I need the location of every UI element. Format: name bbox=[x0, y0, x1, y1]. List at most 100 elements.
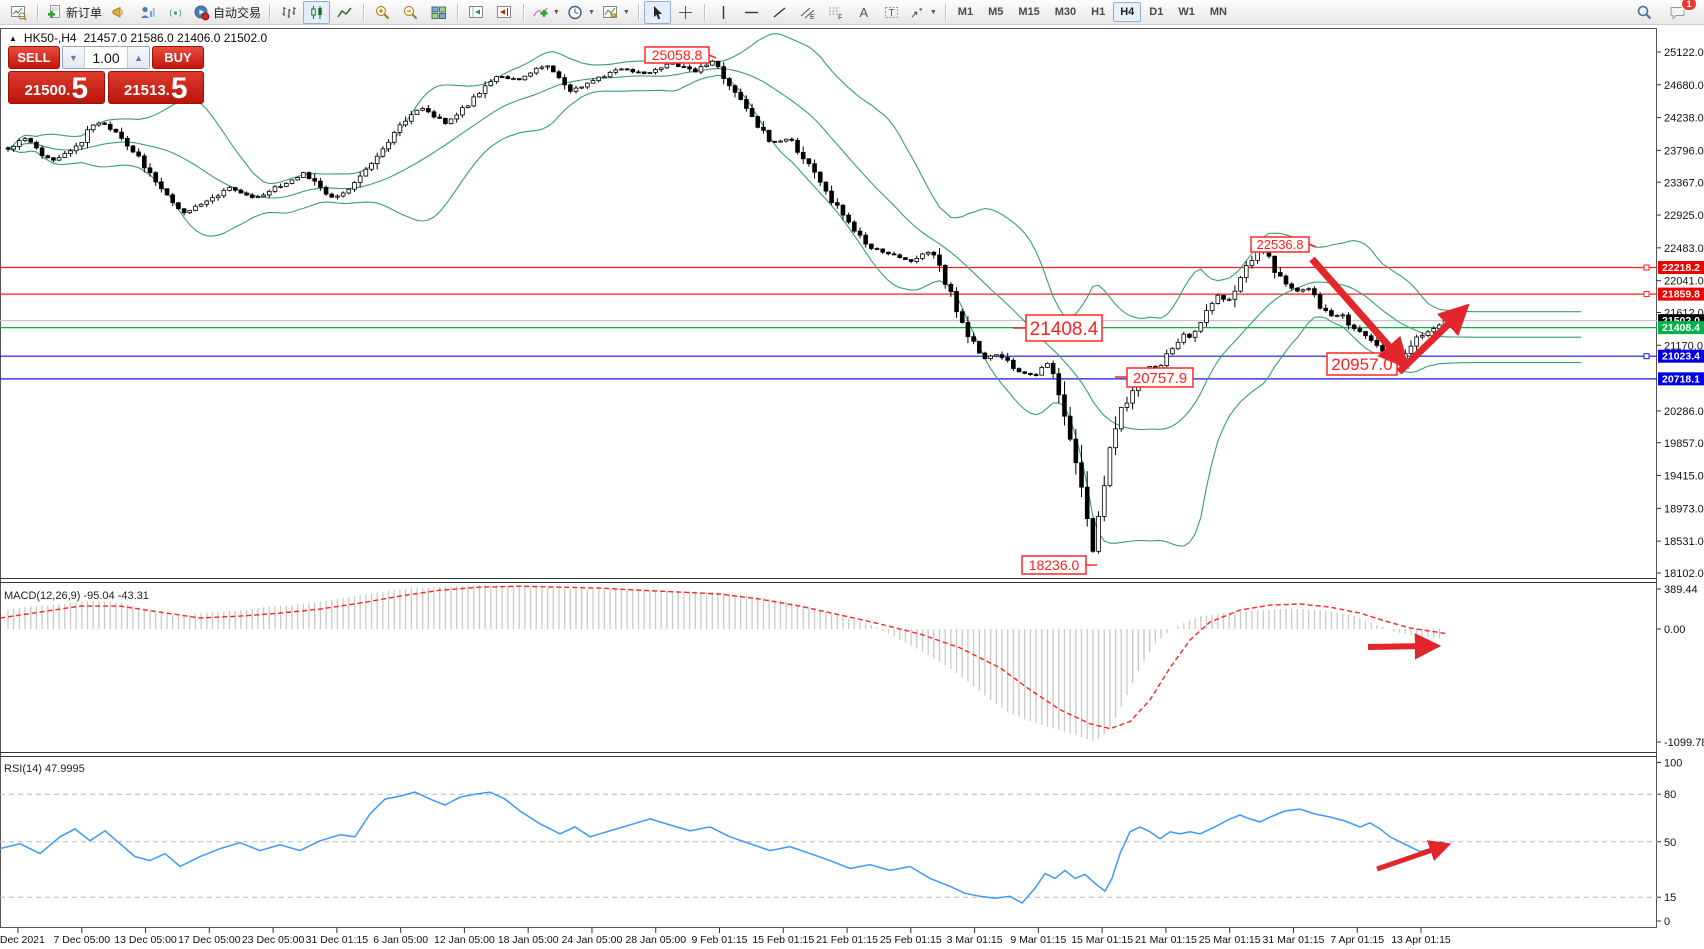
main-toolbar: 新订单 自动交易 ▼ ▼ ▼ E F A T ▼ M1 M5 M15 M30 H1 H4 D… bbox=[0, 0, 1704, 25]
candlestick-icon bbox=[311, 5, 322, 19]
red-arrow[interactable] bbox=[1309, 256, 1410, 370]
svg-text:19415.0: 19415.0 bbox=[1664, 471, 1704, 483]
annotation-20757.9[interactable]: 20757.9 bbox=[1115, 367, 1194, 388]
red-arrow[interactable] bbox=[1396, 303, 1470, 375]
svg-text:-1099.78: -1099.78 bbox=[1664, 737, 1704, 749]
equidistant-channel-tool[interactable]: E bbox=[794, 1, 821, 24]
zoom-out-button[interactable] bbox=[397, 1, 424, 24]
line-chart-type-button[interactable] bbox=[331, 1, 358, 24]
trendline-icon bbox=[773, 6, 786, 18]
timeframe-M1[interactable]: M1 bbox=[957, 6, 974, 18]
sell-button[interactable]: SELL bbox=[8, 46, 60, 69]
rsi-pane bbox=[0, 791, 1657, 905]
new-order-button[interactable]: 新订单 bbox=[43, 1, 105, 24]
buy-button[interactable]: BUY bbox=[152, 46, 204, 69]
search-button[interactable] bbox=[1631, 1, 1658, 24]
template-icon bbox=[602, 5, 617, 18]
dropdown-caret: ▼ bbox=[929, 8, 937, 16]
svg-text:20286.0: 20286.0 bbox=[1664, 406, 1704, 418]
volume-increase-button[interactable]: ▲ bbox=[127, 47, 149, 68]
clock-icon bbox=[568, 5, 582, 19]
separator bbox=[269, 3, 271, 21]
text-label-tool[interactable]: T bbox=[878, 1, 905, 24]
svg-text:25 Mar 01:15: 25 Mar 01:15 bbox=[1199, 934, 1261, 946]
profile-button[interactable] bbox=[134, 1, 161, 24]
zoom-in-button[interactable] bbox=[369, 1, 396, 24]
vertical-line-tool[interactable] bbox=[710, 1, 737, 24]
cursor-icon bbox=[653, 5, 662, 19]
timeframe-W1[interactable]: W1 bbox=[1178, 6, 1195, 18]
zoom-out-icon bbox=[404, 5, 418, 19]
volume-value[interactable]: 1.00 bbox=[92, 49, 120, 66]
chat-button[interactable]: 1 bbox=[1664, 0, 1697, 24]
bar-chart-type-button[interactable] bbox=[275, 1, 302, 24]
svg-text:18973.0: 18973.0 bbox=[1664, 503, 1704, 515]
svg-text:15 Mar 01:15: 15 Mar 01:15 bbox=[1071, 934, 1133, 946]
timeframe-MN[interactable]: MN bbox=[1209, 6, 1227, 18]
red-arrow[interactable] bbox=[1367, 633, 1442, 660]
bid-price-box[interactable]: 21500. 5 bbox=[8, 71, 105, 104]
signal-button[interactable] bbox=[162, 1, 189, 24]
crosshair-tool-button[interactable] bbox=[672, 1, 699, 24]
publisher-button[interactable] bbox=[106, 1, 133, 24]
annotation-22536.8[interactable]: 22536.8 bbox=[1250, 236, 1317, 253]
hline-handle[interactable] bbox=[1643, 353, 1650, 360]
bollinger-upper bbox=[7, 33, 1582, 319]
auto-scroll-button[interactable] bbox=[491, 1, 518, 24]
ohlc-values: 21457.0 21586.0 21406.0 21502.0 bbox=[83, 31, 268, 45]
svg-text:23 Dec 05:00: 23 Dec 05:00 bbox=[242, 934, 305, 946]
chart-shift-button[interactable] bbox=[463, 1, 490, 24]
annotation-18236.0[interactable]: 18236.0 bbox=[1021, 555, 1097, 575]
timeframe-M5[interactable]: M5 bbox=[988, 6, 1004, 18]
horizontal-line-tool[interactable] bbox=[738, 1, 765, 24]
fibonacci-tool[interactable]: F bbox=[822, 1, 849, 24]
arrows-tool[interactable]: ▼ bbox=[906, 1, 940, 24]
horn-icon bbox=[112, 6, 124, 18]
annotation-25058.8[interactable]: 25058.8 bbox=[644, 46, 717, 64]
svg-text:24 Jan 05:00: 24 Jan 05:00 bbox=[562, 934, 623, 946]
tile-windows-button[interactable] bbox=[425, 1, 452, 24]
svg-text:21023.4: 21023.4 bbox=[1662, 351, 1700, 363]
cursor-tool-button[interactable] bbox=[643, 0, 671, 24]
timeframe-D1[interactable]: D1 bbox=[1149, 6, 1164, 18]
red-arrow[interactable] bbox=[1376, 840, 1452, 872]
text-label-icon: T bbox=[884, 6, 898, 19]
candles bbox=[5, 59, 1448, 554]
line-chart-icon bbox=[337, 7, 352, 17]
candlestick-type-button[interactable] bbox=[303, 0, 331, 24]
svg-text:25 Feb 01:15: 25 Feb 01:15 bbox=[880, 934, 942, 946]
svg-text:15: 15 bbox=[1664, 892, 1676, 904]
price-badge-20718.1 bbox=[1658, 372, 1704, 386]
timeframe-H1[interactable]: H1 bbox=[1091, 6, 1106, 18]
timeframe-M30[interactable]: M30 bbox=[1054, 6, 1077, 18]
templates-button[interactable]: ▼ bbox=[599, 1, 633, 24]
bollinger-middle bbox=[7, 67, 1582, 431]
zoom-in-icon bbox=[376, 5, 390, 19]
annotation-21408.4[interactable]: 21408.4 bbox=[1013, 314, 1103, 342]
separator bbox=[637, 3, 639, 21]
autotrade-button[interactable]: 自动交易 bbox=[190, 1, 264, 24]
new-chart-button[interactable] bbox=[5, 1, 32, 24]
new-order-label: 新订单 bbox=[66, 5, 103, 20]
trendline-tool[interactable] bbox=[766, 1, 793, 24]
periods-button[interactable]: ▼ bbox=[564, 1, 598, 24]
text-icon: A bbox=[859, 5, 868, 20]
svg-text:25058.8: 25058.8 bbox=[652, 47, 703, 63]
svg-text:20757.9: 20757.9 bbox=[1133, 370, 1187, 387]
svg-text:21 Feb 01:15: 21 Feb 01:15 bbox=[816, 934, 878, 946]
ask-price-box[interactable]: 21513. 5 bbox=[107, 71, 204, 104]
timeframe-M15[interactable]: M15 bbox=[1018, 6, 1040, 18]
hline-handle[interactable] bbox=[1643, 264, 1650, 271]
svg-text:7 Dec 05:00: 7 Dec 05:00 bbox=[53, 934, 110, 946]
volume-decrease-button[interactable]: ▼ bbox=[63, 47, 85, 68]
collapse-panel-icon[interactable]: ▲ bbox=[9, 33, 17, 43]
indicators-button[interactable]: ▼ bbox=[529, 1, 563, 24]
hline-handle[interactable] bbox=[1643, 291, 1650, 298]
chart-frame bbox=[0, 28, 1657, 928]
ask-price-main: 21513. bbox=[123, 82, 170, 99]
svg-text:22925.0: 22925.0 bbox=[1664, 210, 1704, 222]
bid-price-main: 21500. bbox=[24, 82, 71, 99]
text-tool[interactable]: A bbox=[850, 1, 877, 24]
timeframe-H4[interactable]: H4 bbox=[1113, 2, 1142, 22]
